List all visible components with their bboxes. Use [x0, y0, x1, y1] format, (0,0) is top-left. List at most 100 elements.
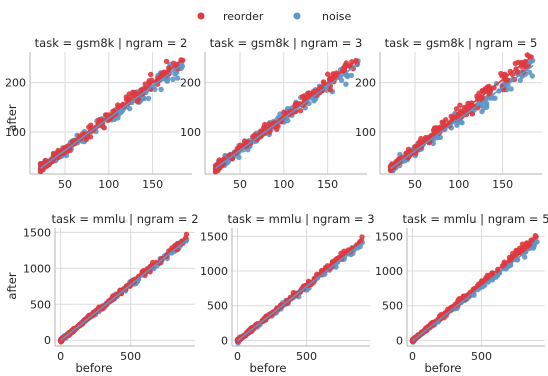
panel-title: task = mmlu | ngram = 5	[402, 212, 548, 226]
y-tick-label: 1500	[23, 226, 51, 239]
data-point-reorder	[498, 70, 504, 77]
y-tick-label: 100	[355, 126, 376, 139]
data-point-noise	[480, 105, 487, 112]
y-tick-label: 200	[355, 77, 376, 90]
data-point-noise	[484, 102, 490, 108]
legend: reorder noise	[197, 10, 351, 23]
panel-title: task = gsm8k | ngram = 5	[385, 36, 538, 50]
x-tick-label: 0	[57, 350, 64, 363]
panel-6: 0 500 0 500 1000 1500 task = mmlu | ngram = 5	[375, 212, 548, 363]
x-tick-label: 500	[120, 350, 141, 363]
data-point-reorder	[297, 108, 304, 114]
x-tick-label: 500	[296, 350, 317, 363]
data-point-reorder	[148, 71, 154, 78]
x-tick-label: 100	[448, 178, 469, 191]
legend-marker-noise	[293, 12, 301, 20]
y-tick-label: 1000	[375, 265, 403, 278]
y-tick-label: 1500	[375, 230, 403, 243]
data-point-reorder	[482, 86, 488, 92]
x-tick-label: 50	[58, 178, 72, 191]
data-point-reorder	[86, 124, 92, 130]
fit-line-noise	[237, 242, 363, 342]
x-tick-label: 100	[98, 178, 119, 191]
data-point-reorder	[524, 52, 530, 58]
data-point-reorder	[448, 113, 454, 120]
data-point-reorder	[115, 102, 121, 108]
data-point-reorder	[469, 111, 475, 117]
x-tick-label: 0	[234, 350, 241, 363]
data-point-reorder	[359, 234, 365, 240]
panel-title: task = mmlu | ngram = 3	[227, 212, 374, 226]
data-point-reorder	[454, 299, 461, 305]
x-tick-label: 500	[471, 350, 492, 363]
y-tick-label: 200	[5, 77, 26, 90]
data-point-reorder	[87, 134, 94, 140]
fit-line-noise	[412, 242, 538, 342]
data-point-reorder	[130, 89, 136, 96]
data-point-noise	[344, 73, 351, 80]
fit-line-reorder	[412, 235, 538, 342]
data-point-reorder	[513, 247, 519, 254]
legend-label-reorder: reorder	[223, 10, 264, 23]
data-point-reorder	[261, 124, 267, 131]
data-point-reorder	[504, 77, 511, 83]
data-point-reorder	[515, 59, 521, 65]
data-point-reorder	[453, 106, 460, 112]
x-axis-label-col-2: before	[249, 361, 286, 375]
data-point-reorder	[275, 123, 281, 129]
data-point-reorder	[163, 58, 170, 65]
legend-marker-reorder	[197, 12, 205, 20]
data-point-noise	[175, 75, 181, 81]
panel-1: 50 100 150 100 200 task = gsm8k | ngram = 2	[5, 36, 192, 191]
data-point-reorder	[476, 281, 482, 287]
y-tick-label: 0	[221, 334, 228, 347]
panel-2: 50 100 150 100 200 task = gsm8k | ngram = 3	[180, 36, 367, 191]
panel-title: task = gsm8k | ngram = 3	[210, 36, 363, 50]
data-point-reorder	[343, 60, 349, 66]
data-point-reorder	[123, 94, 129, 100]
x-tick-label: 50	[408, 178, 422, 191]
y-tick-label: 100	[5, 126, 26, 139]
fit-line-noise	[40, 62, 184, 169]
y-tick-label: 1500	[200, 230, 228, 243]
y-tick-label: 500	[30, 298, 51, 311]
y-tick-label: 100	[180, 126, 201, 139]
y-tick-label: 0	[44, 334, 51, 347]
y-tick-label: 200	[180, 77, 201, 90]
data-point-reorder	[242, 138, 248, 144]
data-point-reorder	[142, 81, 148, 87]
x-axis-label-col-3: before	[424, 361, 461, 375]
y-tick-label: 1000	[23, 262, 51, 275]
y-tick-label: 500	[207, 300, 228, 313]
data-point-reorder	[440, 120, 447, 126]
data-point-reorder	[430, 127, 437, 133]
data-point-noise	[170, 76, 176, 83]
fit-line-noise	[215, 62, 359, 169]
data-point-reorder	[212, 169, 219, 175]
x-tick-label: 150	[492, 178, 513, 191]
data-point-noise	[517, 77, 523, 84]
panel-title: task = gsm8k | ngram = 2	[35, 36, 188, 50]
fit-line-noise	[390, 64, 534, 170]
y-axis-label-row-1: after	[5, 104, 19, 131]
y-tick-label: 0	[396, 334, 403, 347]
x-tick-label: 100	[273, 178, 294, 191]
y-axis-label-row-2: after	[5, 272, 19, 299]
data-point-reorder	[325, 71, 331, 77]
x-tick-label: 150	[142, 178, 163, 191]
data-point-reorder	[457, 102, 463, 108]
data-point-noise	[285, 117, 291, 124]
data-point-noise	[508, 86, 514, 92]
x-tick-label: 150	[317, 178, 338, 191]
panel-3: 50 100 150 100 200 task = gsm8k | ngram = 5	[355, 36, 542, 191]
fit-line-reorder	[390, 54, 534, 169]
y-tick-label: 1000	[200, 265, 228, 278]
panel-title: task = mmlu | ngram = 2	[51, 212, 198, 226]
x-axis-label-col-1: before	[75, 361, 112, 375]
x-tick-label: 0	[409, 350, 416, 363]
data-point-reorder	[327, 87, 334, 93]
data-point-noise	[145, 95, 152, 102]
